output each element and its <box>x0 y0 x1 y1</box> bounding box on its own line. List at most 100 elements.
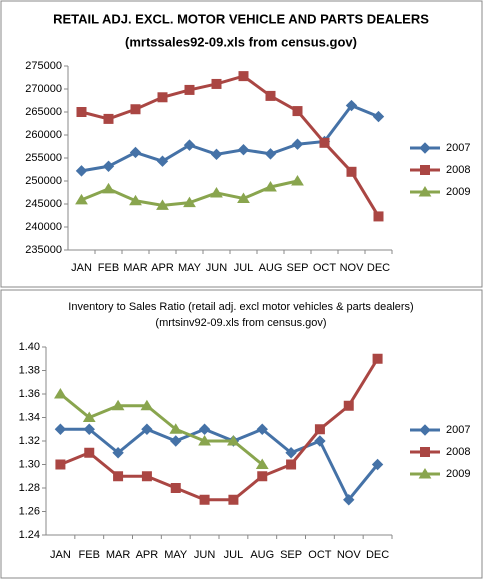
legend-marker <box>418 186 432 197</box>
x-tick-label: OCT <box>313 262 337 274</box>
data-point <box>75 165 88 177</box>
data-point <box>373 211 384 222</box>
data-point <box>102 160 115 172</box>
data-point <box>141 471 152 482</box>
y-tick-label: 270000 <box>25 83 62 95</box>
data-point <box>170 435 182 447</box>
data-point <box>130 104 141 115</box>
legend-marker <box>420 447 430 457</box>
series-line <box>59 392 264 466</box>
x-tick-label: JUN <box>194 549 215 561</box>
data-point <box>54 423 67 435</box>
data-point <box>84 447 95 458</box>
x-tick-label: AUG <box>259 262 283 274</box>
y-tick-label: 1.40 <box>19 341 40 353</box>
data-point <box>184 84 195 95</box>
x-tick-label: APR <box>136 549 159 561</box>
data-point <box>343 494 355 506</box>
x-tick-label: JUN <box>206 262 227 274</box>
data-point <box>285 447 297 459</box>
legend-marker <box>419 424 431 436</box>
data-point <box>264 148 277 160</box>
y-tick-label: 275000 <box>25 60 62 72</box>
data-point <box>75 193 88 205</box>
data-point <box>286 459 297 470</box>
data-point <box>102 182 115 194</box>
x-tick-label: FEB <box>98 262 119 274</box>
y-tick-label: 1.26 <box>19 505 40 517</box>
legend-label: 2008 <box>446 446 470 458</box>
x-tick-label: JUL <box>234 262 254 274</box>
data-point <box>103 113 114 124</box>
data-point <box>227 435 240 446</box>
data-point <box>83 423 95 435</box>
y-tick-label: 1.38 <box>19 364 40 376</box>
y-tick-label: 1.32 <box>19 435 40 447</box>
y-tick-label: 1.30 <box>19 458 40 470</box>
data-point <box>210 148 223 161</box>
data-point <box>76 107 87 117</box>
data-point <box>183 196 196 208</box>
data-point <box>238 71 249 82</box>
x-tick-label: MAY <box>164 549 188 561</box>
data-point <box>372 353 383 364</box>
chart-subtitle: (mrtssales92-09.xls from census.gov) <box>125 34 357 49</box>
data-point <box>237 144 250 156</box>
legend-marker <box>419 142 431 154</box>
x-tick-label: NOV <box>337 549 362 561</box>
y-tick-label: 1.28 <box>19 482 40 494</box>
legend-label: 2009 <box>446 468 470 480</box>
data-point <box>129 194 142 206</box>
y-tick-label: 1.24 <box>19 529 40 541</box>
y-tick-label: 265000 <box>25 106 62 118</box>
data-point <box>113 471 124 482</box>
y-tick-label: 235000 <box>25 244 62 256</box>
x-tick-label: JUL <box>224 549 244 561</box>
data-point <box>346 166 357 177</box>
data-point <box>264 181 277 192</box>
x-tick-label: DEC <box>367 262 390 274</box>
x-tick-label: FEB <box>79 549 100 561</box>
x-tick-label: SEP <box>286 262 308 274</box>
data-point <box>183 139 196 151</box>
data-point <box>371 458 384 471</box>
x-tick-label: NOV <box>340 262 365 274</box>
data-point <box>198 423 211 435</box>
chart-subtitle: (mrtsinv92-09.xls from census.gov) <box>155 317 326 329</box>
x-tick-label: MAR <box>106 549 131 561</box>
y-tick-label: 240000 <box>25 221 62 233</box>
x-tick-label: AUG <box>250 549 274 561</box>
y-tick-label: 1.34 <box>19 411 40 423</box>
data-point <box>319 137 330 148</box>
data-point <box>111 399 125 411</box>
data-point <box>156 199 169 210</box>
data-point <box>314 424 325 435</box>
data-point <box>141 423 153 435</box>
data-point <box>292 106 303 117</box>
data-point <box>157 92 168 103</box>
data-point <box>372 110 385 123</box>
chart-title: Inventory to Sales Ratio (retail adj. ex… <box>68 301 413 313</box>
data-point <box>257 471 268 482</box>
legend-marker <box>418 468 432 479</box>
series-line <box>60 427 379 503</box>
x-tick-label: OCT <box>308 549 332 561</box>
legend-label: 2007 <box>446 142 470 154</box>
x-tick-label: MAR <box>123 262 148 274</box>
data-point <box>211 78 222 89</box>
data-point <box>237 192 250 203</box>
chart-title: RETAIL ADJ. EXCL. MOTOR VEHICLE AND PART… <box>53 11 429 26</box>
data-point <box>112 447 124 459</box>
data-point <box>199 494 210 505</box>
x-tick-label: JAN <box>50 549 71 561</box>
data-point <box>82 411 96 422</box>
data-point <box>55 459 66 470</box>
data-point <box>314 435 326 447</box>
x-tick-label: DEC <box>366 549 389 561</box>
data-point <box>129 146 142 159</box>
legend-label: 2008 <box>446 164 470 176</box>
data-point <box>343 400 354 411</box>
data-point <box>210 187 223 198</box>
x-tick-label: MAY <box>178 262 202 274</box>
